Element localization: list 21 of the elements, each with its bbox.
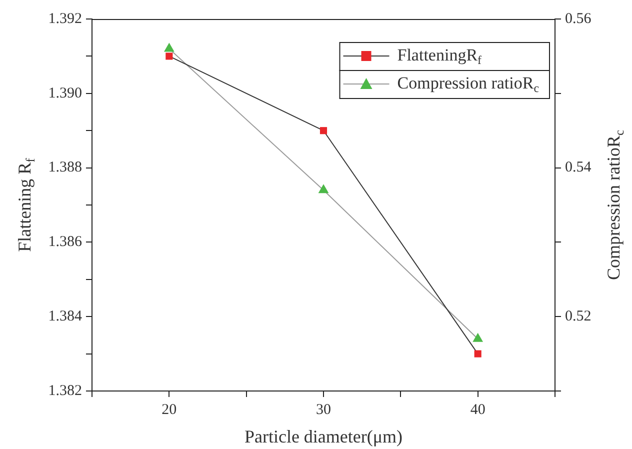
y-tick-label: 1.390: [48, 85, 82, 102]
point: [166, 52, 173, 60]
y-tick-label: 1.392: [48, 10, 82, 27]
y-tick-label: 1.388: [48, 160, 82, 176]
y2-tick-label: 0.54: [565, 160, 592, 176]
x-tick-label: 30: [316, 402, 331, 418]
point: [164, 42, 174, 52]
y-axis-title: Flattening Rf: [14, 157, 38, 252]
point: [472, 332, 484, 342]
point: [318, 184, 329, 194]
y-tick-label: 1.382: [48, 382, 82, 399]
y2-tick-label: 0.56: [565, 10, 592, 27]
point: [474, 350, 482, 358]
y-tick-label: 1.386: [48, 234, 82, 250]
y2-axis-title: Compression ratioRc: [604, 130, 627, 280]
x-tick-label: 20: [162, 402, 177, 418]
y2-tick-label: 0.52: [565, 308, 592, 325]
x-tick-label: 40: [470, 402, 486, 418]
point: [320, 127, 328, 134]
x-axis-title: Particle diameter(μm): [244, 426, 403, 447]
y-tick-label: 1.384: [48, 308, 82, 325]
